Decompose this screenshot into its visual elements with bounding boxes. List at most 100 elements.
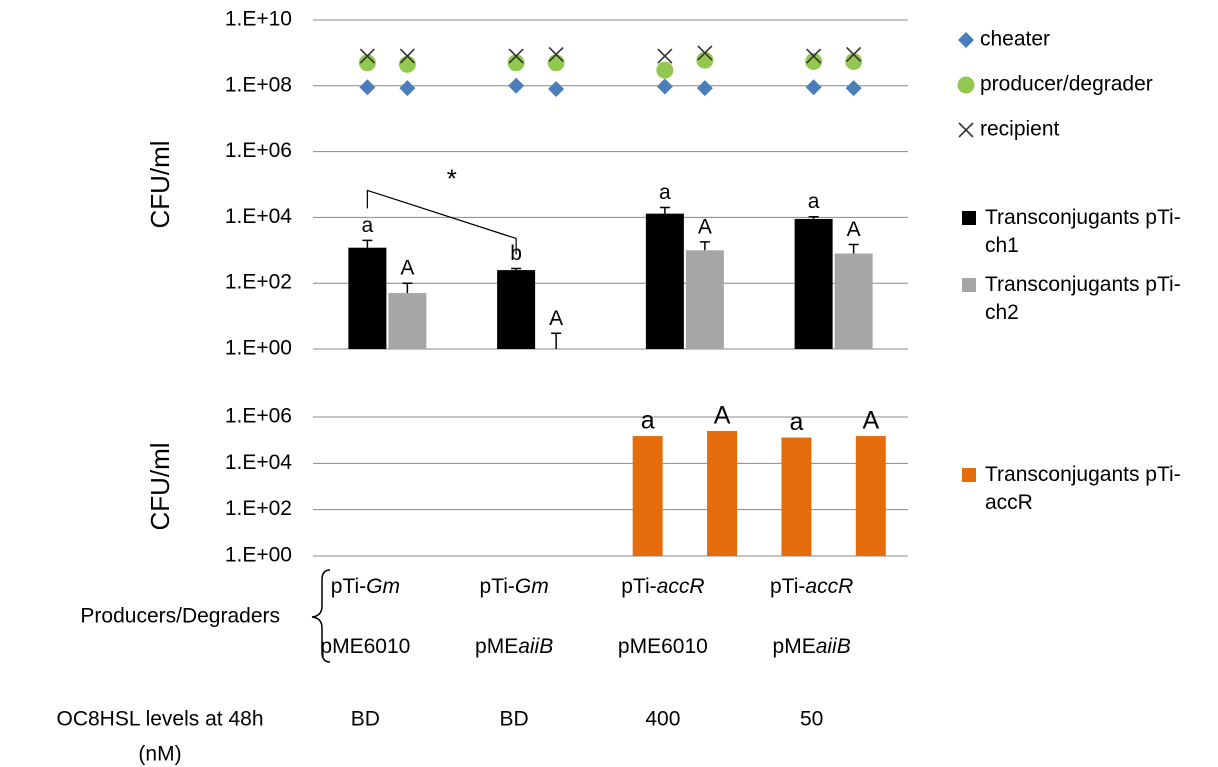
point bbox=[548, 46, 564, 62]
point bbox=[806, 48, 822, 64]
legend-marker bbox=[958, 32, 974, 48]
error-bar bbox=[362, 239, 373, 248]
level-value: BD bbox=[500, 708, 529, 731]
point bbox=[697, 45, 713, 61]
bar bbox=[685, 250, 724, 349]
point bbox=[399, 48, 415, 64]
x-label: pMEaiiB bbox=[773, 635, 851, 658]
y-tick-label: 1.E+06 bbox=[225, 405, 292, 428]
point bbox=[547, 54, 565, 72]
x-label: pMEaiiB bbox=[475, 635, 553, 658]
significance-bracket bbox=[366, 189, 517, 255]
legend-swatch bbox=[962, 278, 976, 292]
legend-swatch bbox=[962, 468, 976, 482]
levels-unit: (nM) bbox=[138, 743, 181, 766]
point bbox=[548, 80, 565, 97]
legend-label: Transconjugants pTi-accR bbox=[985, 463, 1181, 514]
point bbox=[845, 52, 863, 70]
point bbox=[399, 80, 416, 97]
x-label-part: pTi- bbox=[480, 575, 515, 598]
x-label-part: aiiB bbox=[518, 635, 553, 658]
error-bar bbox=[659, 206, 670, 214]
x-label: pME6010 bbox=[618, 635, 708, 658]
significance-letter: a bbox=[789, 408, 803, 436]
point bbox=[696, 51, 714, 69]
y-tick-label: 1.E+04 bbox=[225, 205, 292, 228]
y-tick-label: 1.E+00 bbox=[225, 337, 292, 360]
error-bar bbox=[848, 243, 859, 254]
significance-letter: a bbox=[659, 181, 671, 204]
bar bbox=[348, 247, 387, 349]
significance-letter: a bbox=[641, 407, 655, 435]
bar bbox=[834, 253, 873, 349]
error-bar bbox=[511, 267, 522, 271]
legend-label: recipient bbox=[980, 118, 1060, 141]
legend-label: cheater bbox=[980, 28, 1050, 51]
bar bbox=[781, 437, 812, 556]
point bbox=[656, 78, 673, 95]
y-tick-label: 1.E+04 bbox=[225, 451, 292, 474]
legend-label: Transconjugants pTi-ch1 bbox=[985, 206, 1181, 257]
x-label-part: pTi- bbox=[621, 575, 656, 598]
bar bbox=[707, 430, 738, 556]
x-label-part: pME6010 bbox=[320, 635, 410, 658]
legend-swatch bbox=[962, 211, 976, 225]
x-label-part: pTi- bbox=[770, 575, 805, 598]
x-label: pTi-Gm bbox=[331, 575, 400, 598]
y-tick-label: 1.E+00 bbox=[225, 544, 292, 567]
x-label-part: pME bbox=[773, 635, 816, 658]
significance-letter: A bbox=[400, 257, 414, 280]
point bbox=[508, 77, 525, 94]
point bbox=[507, 54, 525, 72]
bar bbox=[497, 270, 536, 349]
bar bbox=[855, 436, 886, 556]
point bbox=[696, 80, 713, 97]
significance-letter: A bbox=[549, 307, 563, 330]
point bbox=[359, 79, 376, 96]
significance-letter: A bbox=[847, 218, 861, 241]
x-label: pTi-Gm bbox=[480, 575, 549, 598]
significance-star: * bbox=[447, 163, 457, 193]
significance-letter: a bbox=[808, 190, 820, 213]
error-bar bbox=[808, 215, 819, 219]
significance-letter: a bbox=[362, 214, 374, 237]
level-value: 50 bbox=[800, 708, 823, 731]
error-bar bbox=[699, 241, 710, 251]
y-axis-title: CFU/ml bbox=[145, 140, 175, 228]
point bbox=[845, 80, 862, 97]
x-label-part: Gm bbox=[515, 575, 549, 598]
x-label-part: pME bbox=[475, 635, 518, 658]
x-label-part: aiiB bbox=[816, 635, 851, 658]
point bbox=[398, 55, 416, 73]
legend-label: producer/degrader bbox=[980, 73, 1153, 96]
error-bar bbox=[551, 332, 562, 349]
point bbox=[359, 48, 375, 64]
x-label-part: accR bbox=[805, 575, 853, 598]
x-label: pTi-accR bbox=[621, 575, 704, 598]
x-label: pME6010 bbox=[320, 635, 410, 658]
x-label-part: accR bbox=[657, 575, 705, 598]
point bbox=[657, 48, 673, 64]
bar bbox=[388, 293, 427, 349]
y-tick-label: 1.E+02 bbox=[225, 497, 292, 520]
bar bbox=[632, 436, 663, 556]
legend-marker bbox=[957, 76, 975, 94]
levels-title: OC8HSL levels at 48h bbox=[57, 708, 264, 731]
point bbox=[846, 46, 862, 62]
level-value: BD bbox=[351, 708, 380, 731]
y-tick-label: 1.E+08 bbox=[225, 73, 292, 96]
error-bar bbox=[402, 282, 413, 294]
y-tick-label: 1.E+10 bbox=[225, 8, 292, 31]
point bbox=[508, 48, 524, 64]
brace bbox=[311, 569, 331, 663]
point bbox=[805, 52, 823, 70]
significance-letter: A bbox=[714, 402, 731, 430]
significance-letter: A bbox=[862, 407, 879, 435]
significance-letter: A bbox=[698, 215, 712, 238]
producers-title: Producers/Degraders bbox=[80, 605, 280, 628]
bar bbox=[645, 213, 684, 349]
y-tick-label: 1.E+02 bbox=[225, 271, 292, 294]
x-label-part: pTi- bbox=[331, 575, 366, 598]
point bbox=[656, 61, 674, 79]
